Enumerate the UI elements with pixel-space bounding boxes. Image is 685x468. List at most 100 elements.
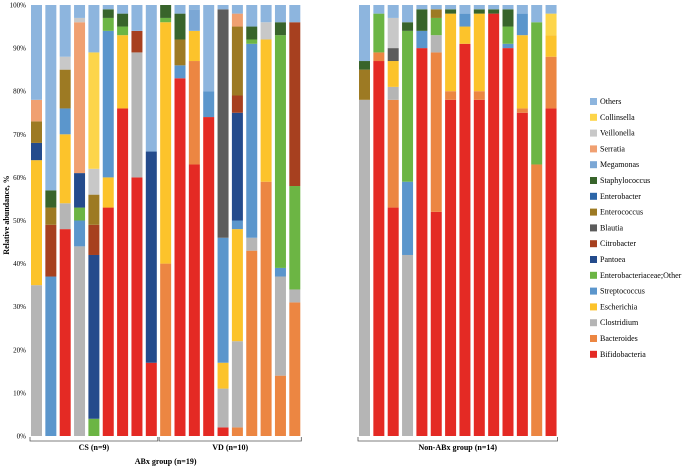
bar-na11 <box>502 5 514 436</box>
segment-clostridium <box>430 35 442 53</box>
group-non-abx-group-n-14-label: Non-ABx group (n=14) <box>418 443 497 452</box>
legend-label: Citrobacter <box>600 239 636 248</box>
segment-bacteroides <box>430 52 442 212</box>
legend-label: Enterococcus <box>600 208 643 217</box>
segment-others <box>416 5 428 10</box>
supergroup-label: ABx group (n=19) <box>135 457 197 466</box>
legend-label: Streptococcus <box>600 287 645 296</box>
segment-streptococcus <box>502 43 514 49</box>
segment-bifidobacteria <box>488 13 500 437</box>
segment-bifidobacteria <box>59 229 71 436</box>
segment-pantoea <box>31 142 42 161</box>
segment-clostridium <box>131 52 143 178</box>
segment-pantoea <box>74 173 86 208</box>
segment-streptococcus <box>246 43 258 238</box>
segment-others <box>174 5 186 14</box>
segment-escherichia <box>260 39 272 182</box>
bar-vd3 <box>188 5 200 436</box>
segment-others <box>402 5 414 23</box>
segment-bifidobacteria <box>473 99 485 436</box>
segment-enterobacteriaceae-other <box>502 26 514 44</box>
y-axis-title: Relative abundance, % <box>2 175 11 254</box>
legend-label: Blautia <box>600 223 624 232</box>
segment-others <box>145 5 157 152</box>
segment-clostridium <box>59 203 71 230</box>
legend-label: Bifidobacteria <box>600 350 646 359</box>
legend-label: Collinsella <box>600 113 635 122</box>
legend-item-enterobacteriaceae-other: Enterobacteriaceae;Other <box>590 271 682 280</box>
segment-enterobacteriaceae-other <box>74 207 86 221</box>
segment-streptococcus <box>102 30 114 178</box>
segment-others <box>488 5 500 10</box>
bar-cs8 <box>131 5 143 436</box>
segment-bifidobacteria <box>203 117 215 436</box>
legend-item-collinsella: Collinsella <box>590 113 635 122</box>
segment-enterobacteriaceae-other <box>430 17 442 36</box>
segment-bacteroides <box>545 56 557 109</box>
bar-na12 <box>516 5 528 436</box>
segment-bacteroides <box>260 181 272 436</box>
segment-enterobacteriaceae-other <box>102 17 114 31</box>
legend-label: Staphylococcus <box>600 176 650 185</box>
group-vd-n-10-bracket <box>158 437 302 442</box>
segment-bacteroides <box>473 91 485 100</box>
segment-enterobacteriaceae-other <box>274 35 286 268</box>
segment-veillonella <box>88 168 100 195</box>
y-tick-label: 40% <box>13 260 26 268</box>
y-tick-label: 50% <box>13 217 26 225</box>
segment-bifidobacteria <box>217 427 229 436</box>
segment-blautia <box>387 48 399 62</box>
segment-bacteroides <box>373 52 385 62</box>
segment-bacteroides <box>516 108 528 113</box>
segment-escherichia <box>102 177 114 208</box>
y-tick-label: 0% <box>17 433 27 441</box>
bar-vd8 <box>260 5 272 436</box>
segment-bifidobacteria <box>102 207 114 436</box>
legend: Others Collinsella Veillonella Serratia Mega… <box>590 97 682 359</box>
segment-streptococcus <box>74 220 86 247</box>
segment-bacteroides <box>387 99 399 208</box>
segment-streptococcus <box>516 13 528 36</box>
segment-bifidobacteria <box>516 112 528 436</box>
legend-swatch <box>590 335 597 342</box>
bar-cs6 <box>102 5 114 436</box>
segment-others <box>88 5 100 53</box>
segment-others <box>117 5 129 14</box>
segment-streptococcus <box>402 181 414 255</box>
segment-bifidobacteria <box>117 108 129 436</box>
y-tick-label: 10% <box>13 389 26 397</box>
segment-others <box>231 5 243 14</box>
segment-staphylococcus <box>174 13 186 40</box>
segment-escherichia <box>516 35 528 109</box>
segment-enterococcus <box>59 69 71 109</box>
segment-enterobacteriaceae-other <box>88 418 100 436</box>
segment-streptococcus <box>231 220 243 230</box>
legend-label: Megamonas <box>600 160 639 169</box>
group-non-abx-group-n-14-bracket <box>357 437 558 442</box>
legend-item-pantoea: Pantoea <box>590 255 626 264</box>
segment-clostridium <box>402 254 414 436</box>
legend-item-serratia: Serratia <box>590 144 625 153</box>
y-tick-label: 30% <box>13 303 26 311</box>
segment-pantoea <box>231 112 243 221</box>
bar-cs3 <box>59 5 71 436</box>
segment-collinsella <box>88 52 100 169</box>
segment-bifidobacteria <box>174 78 186 437</box>
segment-others <box>188 5 200 10</box>
segment-citrobacter <box>45 224 57 277</box>
segment-others <box>387 5 399 18</box>
legend-swatch <box>590 256 597 263</box>
bar-vd5 <box>217 5 229 436</box>
segment-pantoea <box>145 151 157 363</box>
legend-item-others: Others <box>590 97 621 106</box>
segment-collinsella <box>545 13 557 36</box>
segment-staphylococcus <box>246 26 258 40</box>
segment-veillonella <box>387 17 399 49</box>
bar-cs4 <box>74 5 86 436</box>
segment-others <box>102 5 114 10</box>
segment-clostridium <box>359 99 370 436</box>
legend-swatch <box>590 271 597 279</box>
segment-escherichia <box>473 13 485 92</box>
segment-others <box>246 5 258 27</box>
